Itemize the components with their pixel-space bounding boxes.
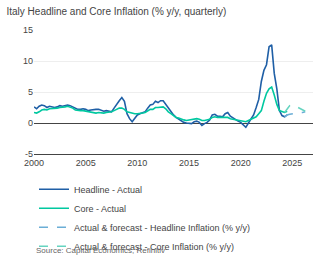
svg-text:2005: 2005 bbox=[76, 158, 96, 168]
svg-text:0: 0 bbox=[28, 118, 33, 128]
svg-text:Actual & forecast - Headline I: Actual & forecast - Headline Inflation (… bbox=[74, 223, 250, 233]
svg-text:Italy Headline and Core Inflat: Italy Headline and Core Inflation (% y/y… bbox=[7, 6, 227, 17]
svg-text:-5: -5 bbox=[25, 149, 33, 159]
svg-text:15: 15 bbox=[23, 25, 33, 35]
svg-text:Headline - Actual: Headline - Actual bbox=[74, 185, 142, 195]
svg-text:2000: 2000 bbox=[24, 158, 44, 168]
svg-text:2020: 2020 bbox=[231, 158, 251, 168]
svg-text:Actual & forecast - Core Infla: Actual & forecast - Core Inflation (% y/… bbox=[74, 242, 234, 252]
svg-text:Source: Capital Economics, Ref: Source: Capital Economics, Refinitiv bbox=[36, 246, 165, 255]
svg-text:2015: 2015 bbox=[179, 158, 199, 168]
svg-text:2025: 2025 bbox=[282, 158, 302, 168]
svg-text:2010: 2010 bbox=[127, 158, 147, 168]
svg-text:Core - Actual: Core - Actual bbox=[74, 204, 126, 214]
svg-text:10: 10 bbox=[23, 56, 33, 66]
svg-text:5: 5 bbox=[28, 87, 33, 97]
